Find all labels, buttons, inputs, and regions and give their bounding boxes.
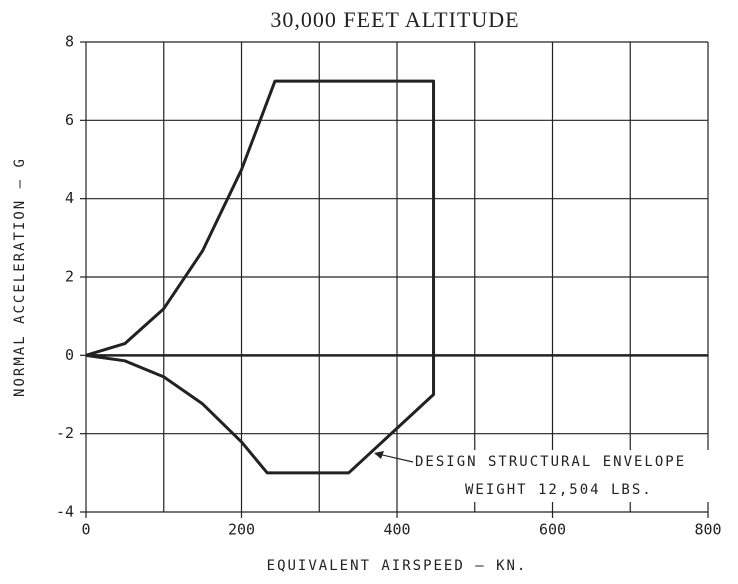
chart-title: 30,000 FEET ALTITUDE — [270, 7, 519, 32]
y-tick-label: 2 — [65, 268, 74, 286]
annotation: DESIGN STRUCTURAL ENVELOPE — [415, 454, 686, 470]
x-tick-label: 200 — [228, 521, 255, 539]
y-axis-label: NORMAL ACCELERATION — G — [12, 157, 28, 397]
y-tick-label: 0 — [65, 346, 74, 364]
annotation: WEIGHT 12,504 LBS. — [465, 482, 653, 498]
y-tick-label: 4 — [65, 189, 74, 207]
x-axis-label: EQUIVALENT AIRSPEED — KN. — [267, 558, 528, 574]
x-tick-label: 0 — [81, 521, 90, 539]
annotation-arrow — [377, 453, 414, 463]
x-tick-label: 400 — [383, 521, 410, 539]
y-tick-label: -2 — [56, 424, 74, 442]
envelope-line — [85, 79, 436, 475]
annotation-background — [410, 450, 710, 502]
y-tick-label: -4 — [56, 503, 74, 521]
annotation-arrowhead — [374, 451, 384, 459]
x-tick-label: 800 — [694, 521, 721, 539]
y-tick-label: 6 — [65, 111, 74, 129]
y-tick-label: 8 — [65, 33, 74, 51]
x-tick-label: 600 — [539, 521, 566, 539]
